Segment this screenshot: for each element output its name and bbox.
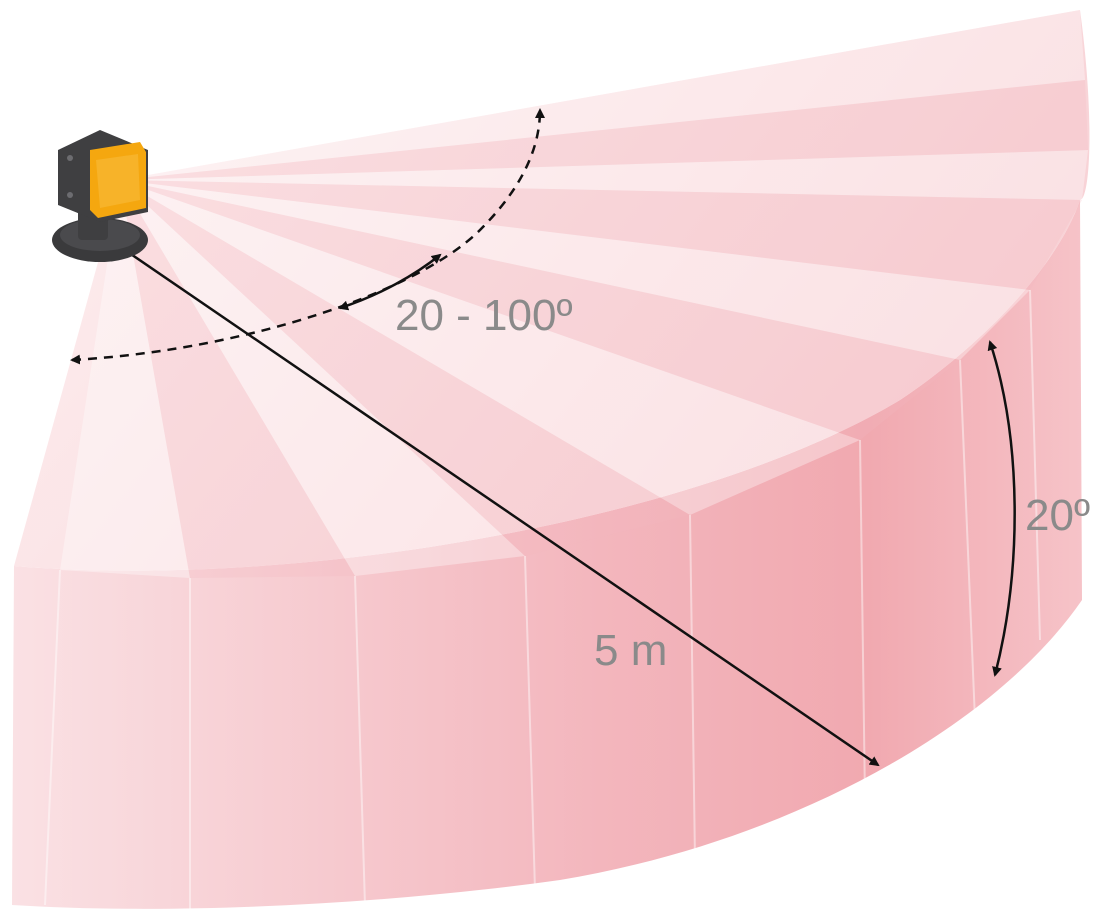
tilt-angle-label: 20º xyxy=(1025,491,1090,540)
pan-sweep-dashed-arc xyxy=(70,108,545,365)
tilt-angle-arrow xyxy=(987,340,1016,677)
lidar-sensor-icon xyxy=(52,130,148,262)
range-distance-label: 5 m xyxy=(594,626,667,675)
range-distance-arrow xyxy=(120,246,880,767)
pan-range-label: 20 - 100º xyxy=(395,291,573,340)
